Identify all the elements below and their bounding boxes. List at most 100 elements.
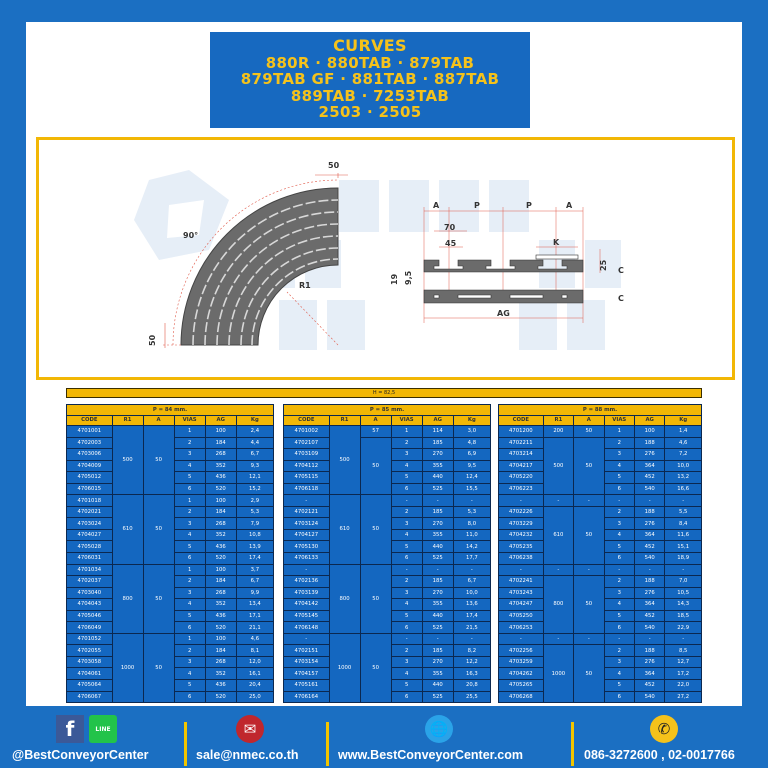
phone-icon[interactable]: ✆ — [650, 715, 678, 743]
r1-cell: - — [542, 563, 575, 577]
code-cell: 4706164 — [283, 690, 330, 704]
table-row: 4701018 610 50 1 100 2,9 — [66, 494, 275, 565]
website-link[interactable]: www.BestConveyorCenter.com — [338, 748, 524, 762]
code-cell: 4704112 — [283, 459, 330, 473]
code-cell: 4701052 — [66, 632, 113, 646]
a-cell: 50 — [142, 424, 175, 496]
vias-cell: 4 — [173, 598, 206, 611]
a-cell: 50 — [359, 632, 392, 704]
code-cell: 4703058 — [66, 655, 113, 669]
email-link[interactable]: sale@nmec.co.th — [196, 748, 299, 762]
table-row: 4702241 800 50 2 188 7,0 — [498, 575, 702, 634]
table-row: ------ — [498, 632, 702, 646]
code-cell: 4706223 — [498, 482, 544, 496]
pitch-header-row: P = 88 mm. — [498, 404, 702, 416]
vias-cell: 5 — [390, 679, 423, 692]
code-cell: 4704027 — [66, 528, 113, 542]
mail-icon[interactable]: ✉ — [236, 715, 264, 743]
model-line: 880R · 880TAB · 879TAB — [265, 53, 475, 72]
globe-icon[interactable]: 🌐 — [425, 715, 453, 743]
code-cell: 4705161 — [283, 679, 330, 692]
kg-cell: 4,6 — [664, 436, 702, 450]
kg-cell: - — [664, 494, 702, 507]
vias-cell: - — [603, 563, 635, 577]
ag-cell: 185 — [421, 505, 454, 519]
code-cell: 4706031 — [66, 552, 113, 565]
vias-cell: 2 — [173, 505, 206, 519]
table-row: 4702211 500 50 2 188 4,6 — [498, 436, 702, 496]
ag-cell: 188 — [633, 575, 666, 588]
code-cell: 4703109 — [283, 448, 330, 461]
code-cell: 4703139 — [283, 586, 330, 600]
facebook-icon[interactable]: f — [56, 715, 84, 743]
table-row: 4706253 6 540 22,9 — [498, 621, 702, 634]
vias-cell: 4 — [173, 667, 206, 681]
vias-cell: 3 — [173, 517, 206, 530]
code-cell: 4706148 — [283, 621, 330, 634]
ag-cell: - — [633, 632, 666, 646]
kg-cell: 6,7 — [235, 575, 275, 588]
ag-cell: 436 — [204, 471, 237, 484]
ag-cell: 364 — [633, 459, 666, 473]
ag-cell: 268 — [204, 448, 237, 461]
ag-cell: 436 — [204, 679, 237, 692]
table-row: 4705046 5 436 17,1 — [66, 609, 275, 623]
spec-table-p85: P = 85 mm. CODE R1 A VIAS AG Kg 4701002 500 57 1 11… — [283, 404, 492, 704]
vias-cell: 4 — [173, 528, 206, 542]
code-cell: 4701001 — [66, 425, 113, 438]
label-19: 19 — [390, 273, 399, 285]
a-cell: 50 — [359, 436, 392, 496]
vias-cell: 1 — [173, 425, 206, 438]
table-row: 4701200 200 50 1 100 1,4 — [498, 425, 702, 438]
code-cell: 4704061 — [66, 667, 113, 681]
code-cell: 4701200 — [498, 425, 544, 438]
kg-cell: 7,0 — [664, 575, 702, 588]
code-cell: 4702037 — [66, 575, 113, 588]
vias-cell: 6 — [390, 690, 423, 704]
kg-cell: - — [452, 494, 492, 507]
ag-cell: 436 — [204, 609, 237, 623]
ag-cell: 270 — [421, 448, 454, 461]
ag-cell: 100 — [204, 563, 237, 577]
column-header-row: CODE R1 A VIAS AG Kg — [283, 414, 492, 426]
code-cell: 4703040 — [66, 586, 113, 600]
table-row: 4702136 2 185 6,7 — [283, 575, 492, 588]
column-header-code: CODE — [498, 414, 544, 426]
table-row: 4706238 6 540 18,9 — [498, 552, 702, 565]
label-top-width: 50 — [328, 161, 340, 170]
code-cell: 4702003 — [66, 436, 113, 450]
kg-cell: 3,7 — [235, 563, 275, 577]
phone-numbers[interactable]: 086-3272600 , 02-0017766 — [584, 748, 735, 762]
r1-cell: 610 — [111, 494, 144, 565]
code-cell: 4704247 — [498, 598, 544, 611]
table-row: 4704157 4 355 16,3 — [283, 667, 492, 681]
label-25: 25 — [599, 259, 608, 271]
table-row: 4703024 3 268 7,9 — [66, 517, 275, 530]
column-header-code: CODE — [283, 414, 330, 426]
code-cell: 4702107 — [283, 436, 330, 450]
table-row: 4701002 500 57 1 114 3,0 — [283, 424, 492, 496]
code-cell: 4704232 — [498, 528, 544, 542]
table-row: -800 50- - - — [283, 563, 492, 634]
vias-cell: 1 — [603, 425, 635, 438]
label-a: A — [433, 201, 440, 210]
r1-cell: 1000 — [328, 632, 361, 704]
code-cell: 4705046 — [66, 609, 113, 623]
kg-cell: 13,2 — [664, 471, 702, 484]
r1-cell: 610 — [328, 494, 361, 565]
social-handle[interactable]: @BestConveyorCenter — [12, 748, 149, 762]
vias-cell: 2 — [173, 644, 206, 657]
r1-cell: 800 — [542, 575, 575, 634]
vias-cell: 4 — [390, 459, 423, 473]
line-icon[interactable]: LINE — [89, 715, 117, 743]
kg-cell: 12,1 — [235, 471, 275, 484]
table-row: 4701001 500 50 1 100 2,4 — [66, 424, 275, 496]
kg-cell: 22,0 — [664, 679, 702, 692]
code-cell: 4703124 — [283, 517, 330, 530]
table-row: 4704217 4 364 10,0 — [498, 459, 702, 473]
kg-cell: 17,4 — [452, 609, 492, 623]
label-a: A — [566, 201, 573, 210]
table-row: 4705161 5 440 20,8 — [283, 679, 492, 692]
ag-cell: 188 — [633, 644, 666, 657]
ag-cell: 540 — [633, 482, 666, 496]
